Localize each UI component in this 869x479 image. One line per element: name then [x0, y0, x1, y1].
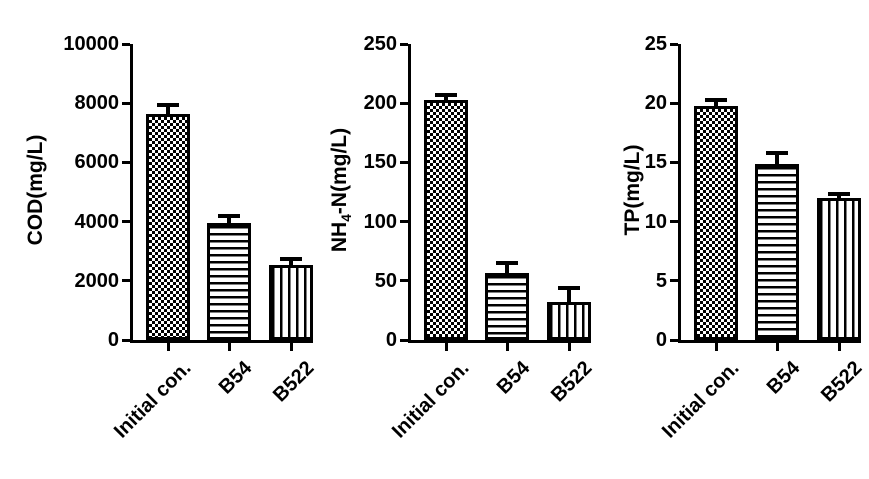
error-bar-cap — [558, 285, 580, 290]
x-axis-tick — [775, 343, 779, 351]
category-label: B522 — [817, 357, 867, 407]
x-axis-tick — [444, 343, 448, 351]
error-bar-stem — [505, 263, 509, 273]
error-bar-cap — [766, 150, 788, 155]
error-bar-cap — [828, 192, 850, 197]
y-axis-tick-label: 4000 — [74, 210, 120, 233]
y-axis-tick-label: 150 — [363, 151, 397, 174]
y-axis-tick — [400, 220, 408, 224]
error-bar-stem — [775, 152, 779, 164]
x-axis-tick — [166, 343, 170, 351]
y-axis-tick — [670, 160, 678, 164]
category-label: B54 — [493, 357, 535, 399]
y-axis-tick — [400, 338, 408, 342]
error-bar-cap — [496, 261, 518, 266]
error-bar-cap — [280, 257, 302, 262]
bar-b54 — [755, 163, 799, 340]
y-axis-tick — [122, 160, 130, 164]
y-axis-tick — [670, 42, 678, 46]
y-axis-tick — [122, 338, 130, 342]
x-axis-tick — [714, 343, 718, 351]
error-bar-stem — [567, 287, 571, 303]
y-axis-tick — [400, 160, 408, 164]
category-label: B522 — [269, 357, 319, 407]
bar-b54 — [207, 223, 251, 340]
error-bar-stem — [444, 94, 448, 100]
x-axis-tick — [505, 343, 509, 351]
bar-b522 — [269, 264, 313, 340]
category-label: B522 — [547, 357, 597, 407]
y-axis-tick-label: 20 — [644, 92, 667, 115]
y-axis-tick — [670, 279, 678, 283]
bar-initial-con — [424, 99, 468, 340]
y-axis-tick-label: 0 — [385, 329, 397, 351]
y-axis-tick-label: 100 — [363, 210, 397, 233]
error-bar-cap — [157, 103, 179, 108]
bar-initial-con — [694, 105, 738, 340]
y-axis-tick — [670, 220, 678, 224]
category-label: Initial con. — [110, 357, 196, 443]
error-bar-cap — [218, 213, 240, 218]
x-axis-tick — [289, 343, 293, 351]
y-axis-tick-label: 15 — [644, 151, 667, 174]
bar-initial-con — [146, 113, 190, 340]
y-axis-tick — [122, 101, 130, 105]
error-bar-stem — [714, 99, 718, 106]
panel-nh4n: NH4-N(mg/L) 0 50 100 150 200 250 Initial con. B5… — [328, 33, 597, 442]
y-axis-tick-label: 0 — [655, 329, 667, 351]
category-label: Initial con. — [388, 357, 474, 443]
error-bar-stem — [227, 215, 231, 224]
error-bar-cap — [435, 92, 457, 97]
y-axis-tick-label: 200 — [363, 92, 397, 115]
y-axis-tick-label: 10 — [644, 210, 667, 233]
y-axis-tick-label: 25 — [644, 33, 667, 55]
bar-b54 — [485, 272, 529, 340]
y-axis-tick — [400, 42, 408, 46]
y-axis-tick-label: 6000 — [74, 151, 120, 174]
y-axis-tick — [400, 101, 408, 105]
y-axis-tick-label: 2000 — [74, 269, 120, 292]
y-axis-tick — [122, 42, 130, 46]
y-axis-tick — [400, 279, 408, 283]
y-axis-tick — [670, 101, 678, 105]
y-axis-tick-label: 250 — [363, 33, 397, 55]
x-axis-tick — [227, 343, 231, 351]
error-bar-cap — [705, 97, 727, 102]
error-bar-stem — [289, 259, 293, 265]
y-axis-tick-label: 0 — [107, 329, 119, 351]
category-label: B54 — [215, 357, 257, 399]
y-axis-tick — [122, 220, 130, 224]
y-axis-tick — [670, 338, 678, 342]
panel-tp: TP(mg/L) 0 5 10 15 20 25 Initial con. B54 B522 — [621, 33, 867, 442]
x-axis-tick — [837, 343, 841, 351]
y-axis-tick-label: 5 — [655, 269, 667, 292]
y-axis-tick-label: 10000 — [63, 33, 119, 55]
bar-b522 — [547, 302, 591, 340]
y-axis-label: NH4-N(mg/L) — [328, 128, 354, 252]
bar-b522 — [817, 197, 861, 340]
category-label: B54 — [763, 357, 805, 399]
y-axis-tick-label: 8000 — [74, 92, 120, 115]
y-axis-tick-label: 50 — [374, 269, 397, 292]
category-label: Initial con. — [658, 357, 744, 443]
x-axis-tick — [567, 343, 571, 351]
error-bar-stem — [166, 105, 170, 114]
panel-cod: COD(mg/L) 0 2000 4000 6000 8000 10000 Initial c… — [24, 33, 319, 442]
y-axis-tick — [122, 279, 130, 283]
